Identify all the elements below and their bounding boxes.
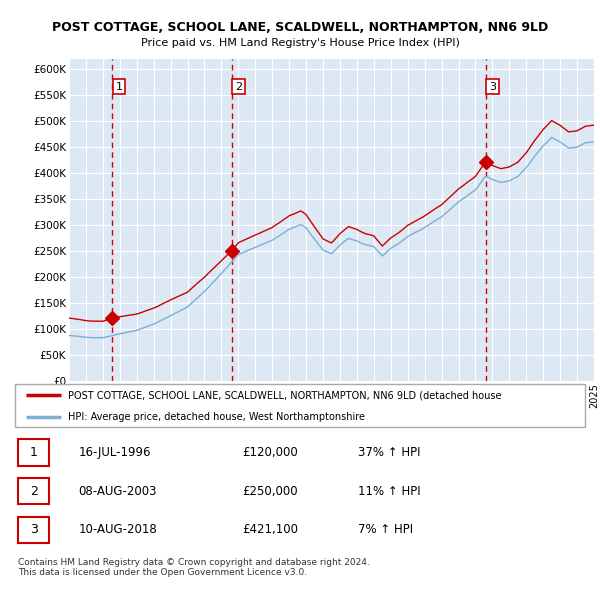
FancyBboxPatch shape (15, 385, 585, 427)
Text: HPI: Average price, detached house, West Northamptonshire: HPI: Average price, detached house, West… (68, 412, 365, 422)
Text: Contains HM Land Registry data © Crown copyright and database right 2024.
This d: Contains HM Land Registry data © Crown c… (18, 558, 370, 577)
Text: 2: 2 (29, 484, 38, 498)
Text: 3: 3 (29, 523, 38, 536)
Text: POST COTTAGE, SCHOOL LANE, SCALDWELL, NORTHAMPTON, NN6 9LD: POST COTTAGE, SCHOOL LANE, SCALDWELL, NO… (52, 21, 548, 34)
Text: Price paid vs. HM Land Registry's House Price Index (HPI): Price paid vs. HM Land Registry's House … (140, 38, 460, 48)
Text: 2: 2 (235, 81, 242, 91)
Text: 7% ↑ HPI: 7% ↑ HPI (358, 523, 413, 536)
Text: POST COTTAGE, SCHOOL LANE, SCALDWELL, NORTHAMPTON, NN6 9LD (detached house: POST COTTAGE, SCHOOL LANE, SCALDWELL, NO… (68, 391, 502, 401)
Text: 08-AUG-2003: 08-AUG-2003 (78, 484, 157, 498)
FancyBboxPatch shape (18, 478, 49, 504)
Text: 1: 1 (115, 81, 122, 91)
FancyBboxPatch shape (18, 439, 49, 466)
Text: 10-AUG-2018: 10-AUG-2018 (78, 523, 157, 536)
Text: £421,100: £421,100 (242, 523, 298, 536)
FancyBboxPatch shape (18, 517, 49, 543)
Text: 3: 3 (489, 81, 496, 91)
Text: 11% ↑ HPI: 11% ↑ HPI (358, 484, 420, 498)
Text: £120,000: £120,000 (242, 446, 298, 459)
Text: 16-JUL-1996: 16-JUL-1996 (78, 446, 151, 459)
Text: 37% ↑ HPI: 37% ↑ HPI (358, 446, 420, 459)
Text: 1: 1 (29, 446, 38, 459)
Text: £250,000: £250,000 (242, 484, 298, 498)
